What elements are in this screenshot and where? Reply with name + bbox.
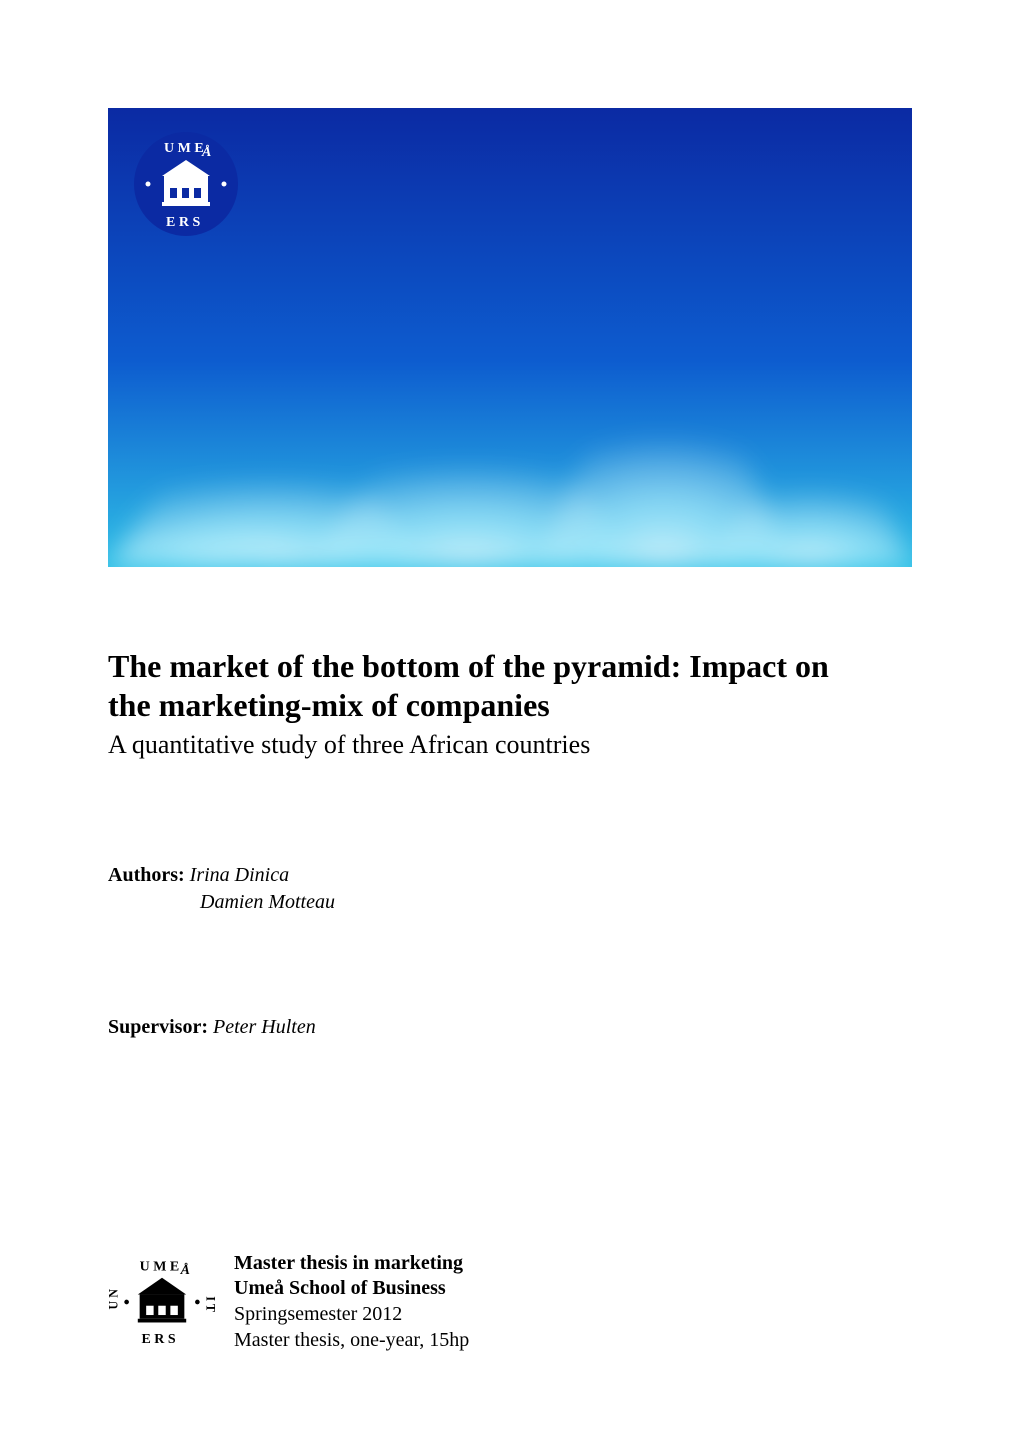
footer-seal-text-right: I T <box>204 1296 216 1312</box>
footer-block: U M E Å E R S U N I T Master thesis in <box>108 1248 469 1356</box>
author-1: Irina Dinica <box>190 864 289 886</box>
thesis-title-line2: the marketing-mix of companies <box>108 686 912 725</box>
footer-seal-text-top: U M E <box>140 1259 180 1274</box>
authors-label: Authors: <box>108 864 190 886</box>
authors-block: Authors: Irina Dinica Damien Motteau <box>108 862 912 916</box>
hero-banner: U M E Å E R S <box>108 108 912 567</box>
program-line-1: Master thesis in marketing <box>234 1251 469 1277</box>
footer-seal-text-left: U N <box>108 1289 120 1310</box>
author-2: Damien Motteau <box>200 889 912 916</box>
footer-seal-text-accent: Å <box>180 1262 190 1278</box>
university-seal-footer: U M E Å E R S U N I T <box>108 1248 216 1356</box>
program-line-4: Master thesis, one-year, 15hp <box>234 1328 469 1354</box>
thesis-subtitle: A quantitative study of three African co… <box>108 729 912 762</box>
university-seal-hero: U M E Å E R S <box>128 126 244 242</box>
seal-text-top: U M E <box>164 141 204 156</box>
supervisor-block: Supervisor: Peter Hulten <box>108 1016 912 1039</box>
thesis-title-line1: The market of the bottom of the pyramid:… <box>108 647 912 686</box>
thesis-title-page: U M E Å E R S The market of the bottom <box>0 0 1020 1442</box>
program-info: Master thesis in marketing Umeå School o… <box>234 1251 469 1353</box>
seal-text-bottom: E R S <box>166 215 200 230</box>
seal-text-accent: Å <box>201 144 211 160</box>
supervisor-name: Peter Hulten <box>213 1016 316 1038</box>
title-block: The market of the bottom of the pyramid:… <box>108 647 912 762</box>
program-line-2: Umeå School of Business <box>234 1276 469 1302</box>
supervisor-label: Supervisor: <box>108 1016 213 1038</box>
footer-seal-text-bottom: E R S <box>142 1332 176 1347</box>
program-line-3: Springsemester 2012 <box>234 1302 469 1328</box>
